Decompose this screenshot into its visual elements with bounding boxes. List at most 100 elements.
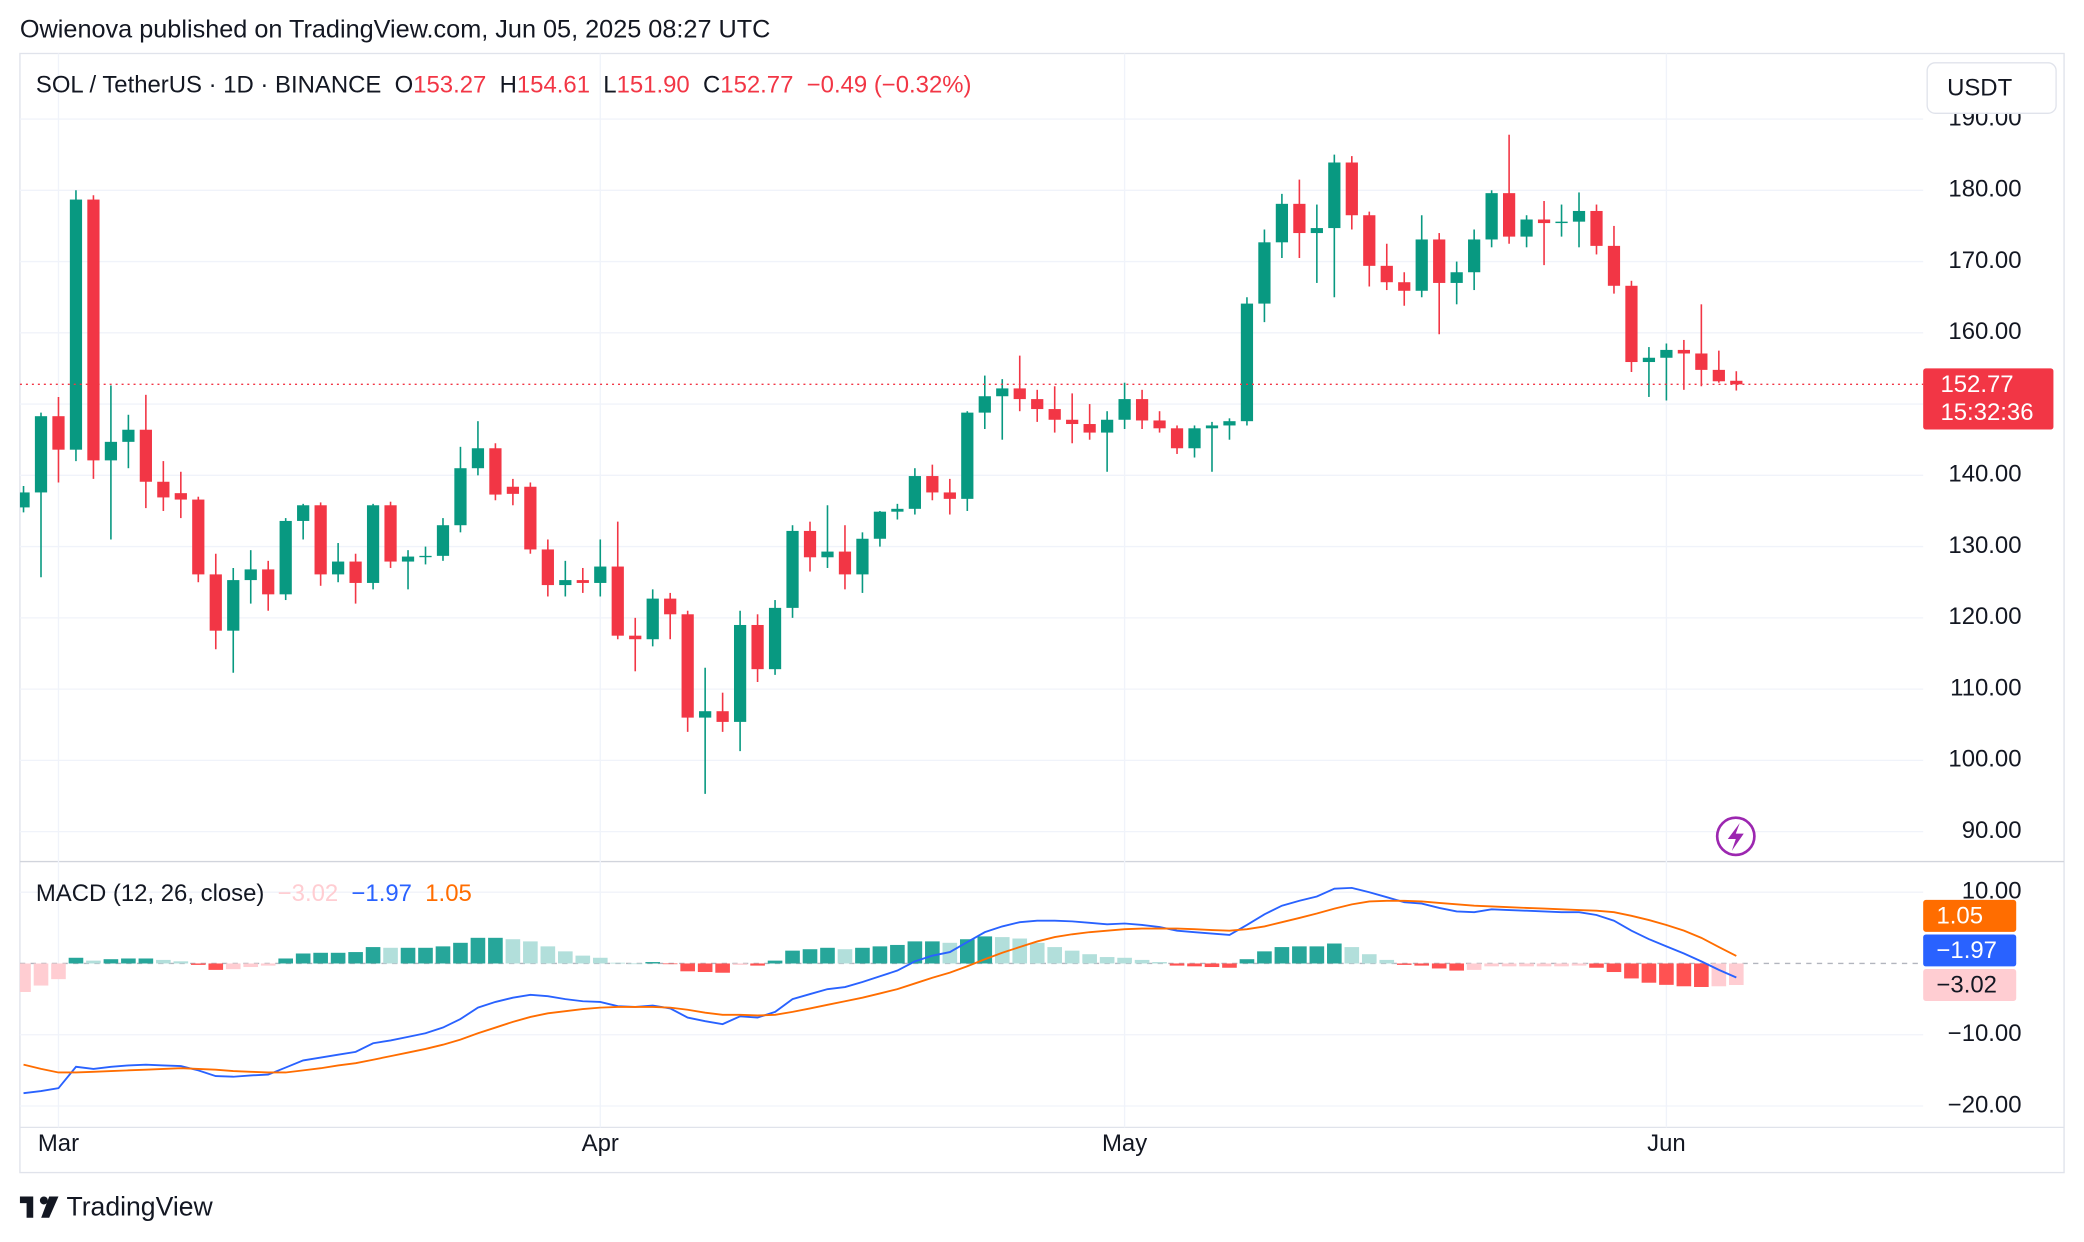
- candle-body: [436, 525, 450, 556]
- ohlc-key: L: [603, 72, 616, 99]
- candle-body: [1205, 425, 1219, 429]
- histogram-bar: [697, 963, 713, 973]
- candle-body: [1380, 265, 1393, 283]
- histogram-bar: [1519, 963, 1534, 967]
- candle-body: [122, 429, 135, 442]
- histogram-bar: [1292, 946, 1307, 964]
- histogram-bar: [959, 939, 975, 964]
- histogram-bar: [1589, 963, 1604, 968]
- histogram-bar: [488, 937, 503, 964]
- histogram-bar: [365, 947, 381, 964]
- histogram-bar: [925, 941, 940, 964]
- histogram-bar: [994, 937, 1010, 964]
- candle-body: [506, 486, 520, 494]
- candle-body: [1712, 369, 1725, 382]
- ohlc-value: 154.61: [517, 72, 590, 99]
- ohlc-value: 153.27: [413, 72, 486, 99]
- candle-body: [279, 520, 292, 595]
- histogram-bar: [1554, 963, 1569, 967]
- candle-body: [541, 549, 554, 586]
- candle-body: [1363, 215, 1376, 266]
- histogram-bar: [732, 963, 748, 965]
- candle-body: [1310, 228, 1323, 234]
- candle-body: [1066, 419, 1079, 425]
- candle-body: [943, 492, 956, 499]
- macd-value-label: −3.02: [1936, 972, 1997, 999]
- histogram-bar: [558, 951, 573, 964]
- candle-body: [1433, 239, 1446, 283]
- macd-value-box: [1923, 899, 2017, 932]
- histogram-bar: [767, 960, 783, 964]
- candle-body: [1468, 239, 1481, 273]
- candle-body: [1083, 424, 1096, 433]
- ohlc-key: H: [500, 72, 517, 99]
- histogram-bar: [523, 941, 538, 964]
- candle-body: [559, 580, 572, 586]
- last-price-box: [1923, 368, 2054, 430]
- x-tick-label: Apr: [582, 1130, 619, 1157]
- candle-body: [1695, 353, 1708, 370]
- histogram-bar: [1134, 959, 1150, 964]
- histogram-bar: [68, 957, 84, 964]
- candle-body: [768, 607, 782, 670]
- candle-body: [1101, 419, 1114, 433]
- histogram-bar: [1729, 963, 1744, 985]
- macd-legend-value: −1.97: [351, 880, 412, 907]
- histogram-bar: [1309, 946, 1325, 964]
- candle-body: [1293, 203, 1306, 234]
- candle-body: [384, 505, 397, 562]
- histogram-bar: [313, 952, 328, 964]
- candle-body: [1555, 221, 1568, 224]
- histogram-bar: [295, 953, 311, 964]
- candle-body: [314, 505, 327, 575]
- candle-body: [873, 511, 887, 539]
- histogram-bar: [575, 955, 591, 964]
- histogram-bar: [1187, 963, 1202, 967]
- candle-body: [139, 429, 152, 482]
- candle-body: [401, 556, 415, 562]
- lightning-icon[interactable]: [1715, 816, 1756, 857]
- candle-body: [856, 538, 869, 575]
- candle-body: [838, 551, 852, 575]
- histogram-bar: [1694, 963, 1709, 987]
- tradingview-logo[interactable]: TradingView: [19, 1191, 214, 1221]
- candle-body: [1223, 421, 1236, 426]
- candle-body: [961, 412, 974, 499]
- histogram-bar: [1257, 951, 1272, 964]
- histogram-bar: [1676, 963, 1692, 987]
- candle-body: [803, 530, 817, 558]
- candle-body: [1345, 162, 1358, 216]
- symbol-title: SOL / TetherUS · 1D · BINANCE: [36, 72, 381, 99]
- histogram-bar: [907, 941, 923, 964]
- axes: 90.00100.00110.00120.00130.00140.00150.0…: [38, 62, 2057, 1157]
- histogram-bar: [890, 944, 905, 964]
- candle-body: [1328, 162, 1341, 229]
- candle-body: [157, 481, 170, 498]
- candle-body: [1153, 420, 1166, 429]
- y-tick-label: 140.00: [1948, 461, 2021, 488]
- histogram-bar: [1344, 947, 1360, 964]
- candle-body: [1572, 210, 1586, 222]
- currency: USDT: [1947, 75, 2012, 102]
- histogram-bar: [1327, 943, 1342, 964]
- candle-body: [227, 580, 240, 631]
- histogram-bar: [680, 963, 695, 972]
- candle-body: [332, 561, 345, 575]
- histogram-bar: [1449, 963, 1464, 971]
- histogram-bar: [1222, 963, 1237, 968]
- candle-body: [1730, 380, 1743, 385]
- histogram-bar: [715, 963, 730, 973]
- candle-body: [891, 508, 904, 512]
- histogram-bar: [1659, 963, 1674, 985]
- grid: [19, 53, 1924, 1128]
- candle-body: [786, 530, 799, 608]
- histogram-bar: [592, 957, 608, 964]
- histogram-bar: [1029, 942, 1045, 964]
- change: −0.49 (−0.32%): [807, 72, 972, 99]
- candle-body: [174, 493, 187, 500]
- histogram-bar: [33, 963, 49, 986]
- histogram-bar: [330, 952, 346, 964]
- candle-body: [664, 598, 677, 615]
